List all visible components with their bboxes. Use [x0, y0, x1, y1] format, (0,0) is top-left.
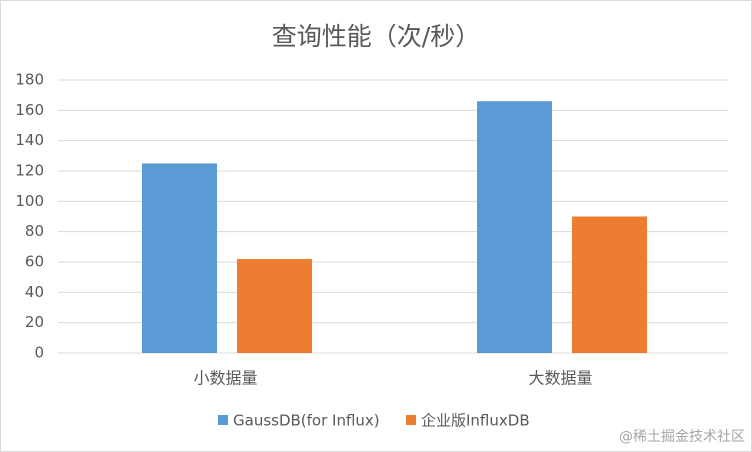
y-tick-label: 180	[15, 71, 44, 89]
y-tick-label: 80	[25, 222, 44, 240]
y-tick-label: 40	[25, 283, 44, 301]
bar	[572, 216, 647, 353]
y-tick-label: 100	[15, 192, 44, 210]
bar	[142, 163, 217, 353]
bar	[477, 101, 552, 353]
y-tick-label: 60	[25, 253, 44, 271]
x-tick-label: 大数据量	[528, 369, 592, 388]
y-tick-label: 120	[15, 162, 44, 180]
legend-swatch	[406, 415, 416, 425]
legend-label: 企业版InfluxDB	[421, 412, 530, 430]
legend-label: GaussDB(for Influx)	[233, 412, 380, 430]
x-tick-label: 小数据量	[193, 369, 257, 388]
bar	[237, 258, 312, 353]
chart-title: 查询性能（次/秒）	[272, 22, 480, 51]
legend-swatch	[218, 415, 228, 425]
watermark: @稀土掘金技术社区	[619, 429, 745, 445]
y-tick-label: 20	[25, 313, 44, 331]
y-tick-label: 140	[15, 131, 44, 149]
y-tick-label: 160	[15, 101, 44, 119]
y-tick-label: 0	[34, 344, 44, 362]
